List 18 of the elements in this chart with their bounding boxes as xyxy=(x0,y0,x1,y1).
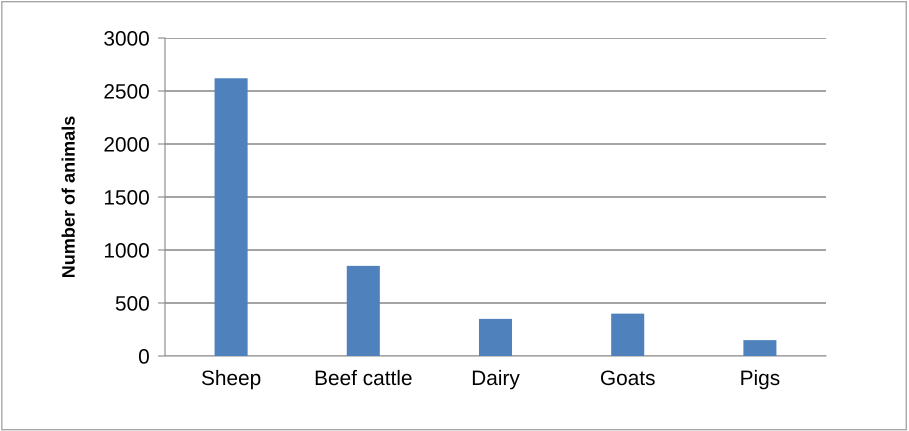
x-tick-label: Goats xyxy=(600,370,655,386)
y-tick-label: 1500 xyxy=(104,190,149,205)
x-tick-label: Beef cattle xyxy=(316,370,412,386)
y-tick-label: 2000 xyxy=(104,137,149,152)
bar xyxy=(214,78,248,356)
y-tick-label: 0 xyxy=(138,349,149,364)
bar xyxy=(743,340,776,356)
y-tick-label: 500 xyxy=(116,296,149,311)
bar xyxy=(611,314,644,356)
y-axis-title: Number of animals xyxy=(62,116,75,278)
y-tick-label: 3000 xyxy=(104,31,149,46)
x-tick-label: Sheep xyxy=(202,370,260,390)
y-tick-label: 1000 xyxy=(104,243,149,258)
x-tick-label: Pigs xyxy=(741,370,780,390)
bar xyxy=(478,318,512,356)
x-tick-label: Dairy xyxy=(472,370,520,390)
bar xyxy=(346,266,380,356)
y-tick-label: 2500 xyxy=(104,84,149,99)
